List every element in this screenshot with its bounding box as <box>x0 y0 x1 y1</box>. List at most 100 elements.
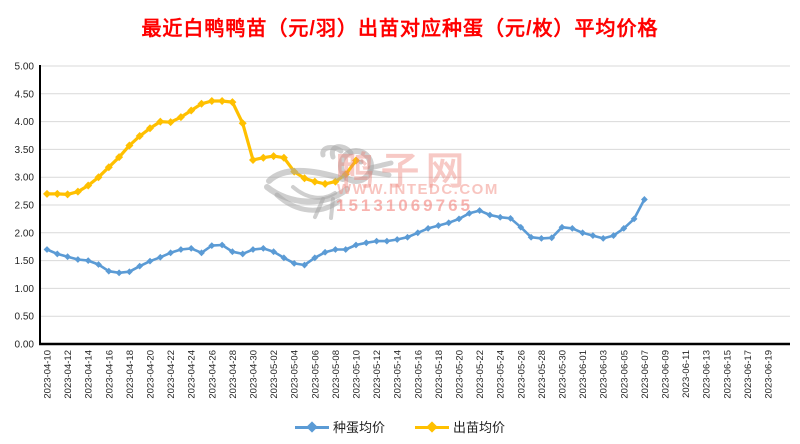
x-tick-label: 2023-04-10 <box>43 350 54 399</box>
x-tick-label: 2023-05-20 <box>455 350 466 399</box>
series-marker-1 <box>63 190 72 199</box>
x-tick-label: 2023-04-14 <box>84 350 95 399</box>
series-marker-0 <box>43 246 51 253</box>
y-tick-label: 2.00 <box>15 228 35 239</box>
x-tick-label: 2023-05-02 <box>269 350 280 399</box>
series-marker-0 <box>414 229 422 237</box>
x-tick-label: 2023-04-22 <box>166 350 177 399</box>
series-marker-0 <box>558 223 566 231</box>
series-marker-0 <box>64 253 71 261</box>
series-line-0 <box>45 198 646 275</box>
series-marker-0 <box>280 254 288 262</box>
y-tick-label: 0.00 <box>15 340 35 351</box>
series-marker-1 <box>238 119 247 128</box>
series-marker-0 <box>486 211 494 219</box>
series-marker-1 <box>94 173 103 182</box>
series-marker-0 <box>507 214 514 222</box>
series-marker-0 <box>579 229 586 237</box>
chart-legend: 种蛋均价 出苗均价 <box>0 417 800 436</box>
series-marker-1 <box>104 163 113 172</box>
series-marker-0 <box>435 222 442 229</box>
series-marker-1 <box>310 177 319 186</box>
x-tick-label: 2023-04-18 <box>125 350 136 399</box>
y-tick-label: 4.00 <box>15 117 35 128</box>
legend-label-chumiao: 出苗均价 <box>453 420 506 435</box>
series-marker-0 <box>527 233 535 241</box>
series-marker-0 <box>95 261 102 268</box>
y-tick-label: 1.50 <box>15 256 35 267</box>
series-marker-0 <box>167 249 174 257</box>
series-marker-0 <box>290 259 298 267</box>
x-tick-label: 2023-06-09 <box>661 350 672 399</box>
x-tick-label: 2023-04-12 <box>63 350 74 399</box>
series-marker-0 <box>465 209 473 217</box>
series-marker-0 <box>187 244 195 252</box>
x-tick-label: 2023-06-05 <box>619 350 630 399</box>
x-tick-label: 2023-06-13 <box>702 350 713 399</box>
series-marker-0 <box>342 246 350 253</box>
series-marker-0 <box>496 213 504 221</box>
y-tick-label: 3.50 <box>15 145 35 156</box>
series-marker-0 <box>259 244 267 252</box>
x-tick-label: 2023-05-28 <box>537 350 548 399</box>
series-marker-0 <box>105 267 113 275</box>
y-tick-label: 0.50 <box>15 312 35 323</box>
x-tick-label: 2023-04-16 <box>104 350 115 399</box>
x-tick-label: 2023-05-06 <box>310 350 321 399</box>
legend-item-chumiao: 出苗均价 <box>415 417 505 436</box>
x-tick-label: 2023-05-12 <box>372 350 383 399</box>
y-tick-label: 2.50 <box>15 201 35 212</box>
series-marker-1 <box>279 153 288 162</box>
series-marker-0 <box>641 196 648 203</box>
series-marker-0 <box>146 257 154 265</box>
x-tick-label: 2023-06-07 <box>640 350 651 399</box>
series-line-1 <box>45 99 358 196</box>
series-marker-0 <box>610 232 617 239</box>
x-tick-label: 2023-05-10 <box>352 350 363 399</box>
series-marker-0 <box>218 241 226 249</box>
x-tick-label: 2023-05-30 <box>558 350 569 399</box>
series-marker-1 <box>259 153 268 162</box>
series-marker-0 <box>301 261 308 269</box>
x-tick-label: 2023-06-15 <box>722 350 733 399</box>
x-tick-label: 2023-05-04 <box>290 350 301 399</box>
series-marker-1 <box>115 153 124 162</box>
legend-marker-chumiao <box>415 420 449 434</box>
series-marker-0 <box>445 219 453 227</box>
y-tick-label: 5.00 <box>15 62 35 73</box>
legend-marker-zhongdan <box>294 420 329 434</box>
series-marker-0 <box>373 237 380 245</box>
y-tick-label: 4.50 <box>15 89 35 100</box>
series-marker-0 <box>620 224 628 232</box>
series-marker-0 <box>476 207 483 214</box>
chart-title: 最近白鸭鸭苗（元/羽）出苗对应种蛋（元/枚）平均价格 <box>141 18 659 40</box>
series-marker-0 <box>352 241 360 249</box>
x-tick-label: 2023-06-03 <box>599 350 610 399</box>
x-tick-label: 2023-06-19 <box>764 350 775 399</box>
series-marker-1 <box>146 124 154 133</box>
series-marker-0 <box>548 234 556 242</box>
x-tick-label: 2023-04-20 <box>146 350 157 399</box>
x-tick-label: 2023-05-18 <box>434 350 445 399</box>
series-marker-0 <box>321 248 329 256</box>
x-tick-label: 2023-05-16 <box>413 350 424 399</box>
series-marker-0 <box>332 246 339 253</box>
series-marker-1 <box>228 98 237 107</box>
x-tick-label: 2023-05-08 <box>331 350 342 399</box>
legend-item-zhongdan: 种蛋均价 <box>294 417 385 436</box>
series-marker-0 <box>589 232 597 239</box>
x-tick-label: 2023-04-28 <box>228 350 239 399</box>
x-tick-label: 2023-04-24 <box>187 350 198 399</box>
series-marker-0 <box>455 215 463 223</box>
series-marker-0 <box>208 242 216 249</box>
series-marker-0 <box>424 224 432 232</box>
series-marker-0 <box>136 262 144 270</box>
series-marker-0 <box>249 246 257 253</box>
series-marker-0 <box>156 253 164 261</box>
series-marker-0 <box>229 248 236 256</box>
series-marker-1 <box>53 189 62 198</box>
series-marker-1 <box>321 179 330 188</box>
series-marker-0 <box>630 215 638 223</box>
